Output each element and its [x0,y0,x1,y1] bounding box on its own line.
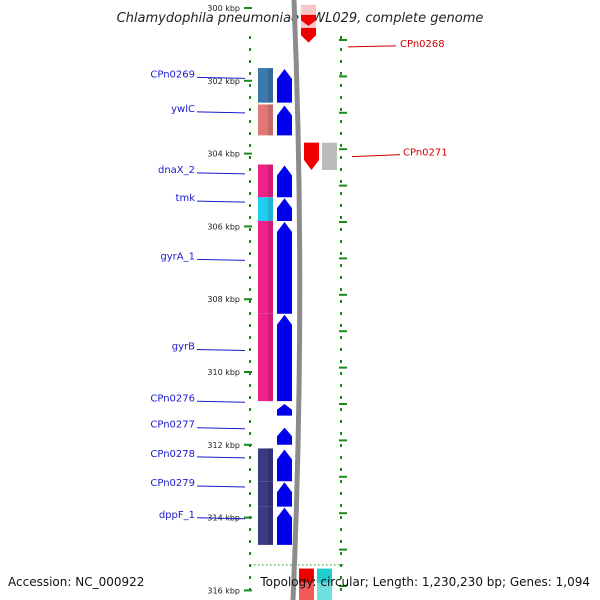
reverse-gene-arrow [304,142,319,170]
gene-label[interactable]: CPn0277 [150,420,195,431]
cog-color-box [258,448,273,482]
label-leader [347,45,397,48]
tick-label: 306 kbp [207,222,240,231]
tick-label: 310 kbp [207,368,240,377]
cog-color-box [258,313,273,402]
gene-label[interactable]: gyrA_1 [160,251,195,262]
label-leader [196,348,246,351]
bottom-gene-shade [317,582,332,600]
cog-color-box [258,506,273,545]
cog-shade [268,164,273,198]
label-leader [196,76,246,79]
label-leader [196,258,246,261]
forward-gene-arrow [277,165,292,198]
kbp-ticks: 300 kbp 302 kbp 304 kbp 306 kbp 308 kbp 310 k… [207,4,252,595]
gene-label[interactable]: tmk [176,193,196,204]
label-leader [196,485,246,488]
cog-shade [268,104,273,136]
forward-gene-arrow [277,221,292,314]
gene-label[interactable]: gyrB [172,341,195,352]
bottom-gene-box [299,568,314,600]
dotted-grid [249,36,347,591]
cog-color-box [258,68,273,103]
accession-text: Accession: NC_000922 [8,575,144,589]
tick-label: 308 kbp [207,295,240,304]
cog-shade [268,197,273,221]
gene-label[interactable]: dnaX_2 [158,165,195,176]
forward-gene-arrow [277,69,292,103]
reverse-gene-arrow [301,27,316,43]
label-leader [196,400,246,403]
label-leader [351,154,401,158]
bottom-gene-box [317,568,332,600]
cog-color-box [258,104,273,136]
cog-shade [268,313,273,402]
label-leader [196,427,246,430]
cog-color-box [258,481,273,507]
label-leader [196,456,246,459]
tick-label: 304 kbp [207,150,240,159]
forward-gene-arrow [277,403,292,416]
gene-label[interactable]: CPn0269 [150,69,195,80]
cog-shade [268,220,273,314]
forward-gene-arrow [277,427,292,445]
gene-label[interactable]: CPn0279 [150,478,195,489]
label-leader [196,517,246,520]
label-leader [196,111,246,114]
gene-label[interactable]: CPn0271 [403,148,448,159]
cog-color-box [258,220,273,314]
map-title: Chlamydophila pneumoniae CWL029, complet… [117,11,484,26]
cog-color-box [258,197,273,221]
genome-backbone [290,0,303,600]
gene-label[interactable]: CPn0278 [150,449,195,460]
tick-label: 302 kbp [207,77,240,86]
cog-color-box [258,164,273,198]
reverse-gene-arrow [301,14,316,26]
forward-gene-arrow [277,198,292,221]
cog-color-box [322,142,337,170]
forward-gene-arrow [277,482,292,507]
forward-gene-arrow [277,314,292,402]
gene-label[interactable]: ywlC [171,104,195,115]
label-leader [196,200,246,203]
cog-shade [268,481,273,507]
gene-label[interactable]: CPn0268 [400,39,445,50]
gene-label[interactable]: dppF_1 [159,510,195,521]
tick-label: 300 kbp [207,4,240,13]
forward-gene-arrow [277,449,292,482]
topology-text: Topology: circular; Length: 1,230,230 bp… [259,575,590,589]
cog-shade [268,506,273,545]
tick-label: 316 kbp [207,586,240,595]
tick-label: 312 kbp [207,441,240,450]
forward-gene-arrow [277,105,292,136]
forward-gene-arrow [277,507,292,545]
bottom-gene-shade [299,582,314,600]
gene-label[interactable]: CPn0276 [150,393,195,404]
backbone-line [290,0,303,600]
cog-shade [268,68,273,103]
cog-shade [268,448,273,482]
label-leader [196,172,246,175]
